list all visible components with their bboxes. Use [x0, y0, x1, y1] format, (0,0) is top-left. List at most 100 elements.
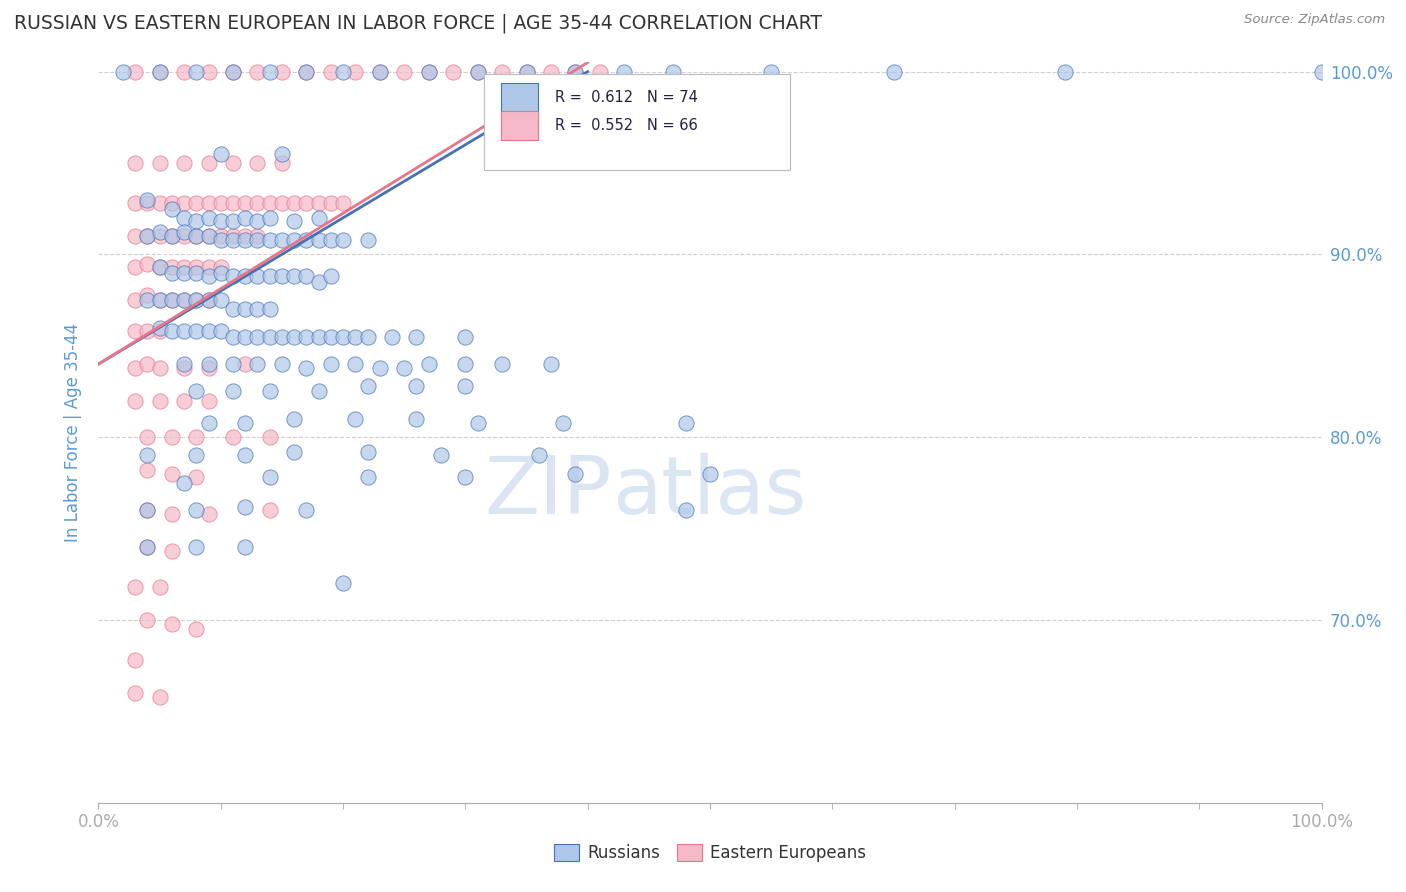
Point: [332, 196, 354, 211]
Point: [136, 449, 159, 463]
Point: [392, 64, 416, 78]
Point: [1053, 64, 1076, 78]
Point: [136, 503, 159, 517]
Point: [222, 196, 245, 211]
Point: [124, 229, 146, 244]
Point: [160, 229, 183, 244]
Point: [233, 233, 256, 247]
Point: [222, 269, 245, 284]
Point: [136, 463, 159, 477]
Point: [160, 266, 183, 280]
Point: [222, 64, 245, 78]
Point: [295, 196, 318, 211]
Point: [124, 686, 146, 700]
Point: [136, 357, 159, 371]
Point: [332, 576, 354, 591]
Point: [197, 64, 219, 78]
Point: [197, 229, 219, 244]
Point: [246, 302, 269, 317]
Point: [136, 196, 159, 211]
Point: [197, 229, 219, 244]
Point: [186, 540, 208, 554]
Point: [270, 329, 294, 343]
Point: [124, 293, 146, 307]
Point: [246, 64, 269, 78]
Point: [186, 229, 208, 244]
Legend: Russians, Eastern Europeans: Russians, Eastern Europeans: [547, 837, 873, 869]
Point: [209, 260, 232, 275]
Point: [883, 64, 905, 78]
Point: [173, 156, 195, 170]
Point: [246, 196, 269, 211]
Point: [209, 229, 232, 244]
Point: [124, 360, 146, 375]
Point: [160, 202, 183, 216]
Point: [124, 196, 146, 211]
Point: [246, 329, 269, 343]
Text: atlas: atlas: [612, 453, 807, 531]
Point: [197, 357, 219, 371]
Point: [467, 416, 489, 430]
Point: [259, 430, 281, 444]
Point: [319, 196, 342, 211]
Point: [246, 229, 269, 244]
Point: [160, 430, 183, 444]
Point: [392, 360, 416, 375]
Point: [197, 393, 219, 408]
Point: [197, 293, 219, 307]
Point: [173, 260, 195, 275]
Point: [209, 146, 232, 161]
Point: [136, 193, 159, 207]
Point: [186, 196, 208, 211]
Point: [233, 229, 256, 244]
Point: [136, 229, 159, 244]
Point: [149, 226, 172, 240]
Point: [136, 229, 159, 244]
Point: [136, 287, 159, 301]
Point: [197, 324, 219, 338]
Point: [344, 357, 367, 371]
Point: [233, 329, 256, 343]
Point: [454, 470, 477, 484]
Point: [124, 260, 146, 275]
Point: [233, 302, 256, 317]
Point: [222, 214, 245, 228]
Point: [295, 233, 318, 247]
Point: [233, 449, 256, 463]
Point: [405, 412, 427, 426]
Point: [233, 416, 256, 430]
Point: [319, 269, 342, 284]
Point: [186, 64, 208, 78]
Text: RUSSIAN VS EASTERN EUROPEAN IN LABOR FORCE | AGE 35-44 CORRELATION CHART: RUSSIAN VS EASTERN EUROPEAN IN LABOR FOR…: [14, 13, 823, 33]
Point: [270, 146, 294, 161]
Point: [222, 302, 245, 317]
Point: [209, 293, 232, 307]
Point: [246, 233, 269, 247]
Point: [149, 229, 172, 244]
Point: [259, 196, 281, 211]
Point: [308, 196, 330, 211]
Point: [149, 324, 172, 338]
Point: [283, 196, 305, 211]
Point: [295, 503, 318, 517]
Point: [540, 64, 562, 78]
Point: [491, 64, 513, 78]
Point: [270, 156, 294, 170]
Point: [173, 293, 195, 307]
Point: [467, 64, 489, 78]
Point: [308, 211, 330, 225]
Point: [222, 357, 245, 371]
Point: [136, 256, 159, 270]
Point: [283, 329, 305, 343]
Point: [173, 229, 195, 244]
Point: [270, 357, 294, 371]
Point: [149, 196, 172, 211]
Point: [515, 64, 537, 78]
Point: [283, 445, 305, 459]
Point: [259, 329, 281, 343]
Point: [173, 293, 195, 307]
Point: [368, 64, 391, 78]
Point: [136, 613, 159, 627]
Point: [186, 214, 208, 228]
Point: [186, 503, 208, 517]
